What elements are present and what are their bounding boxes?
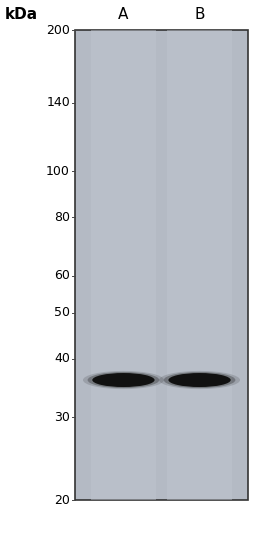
Text: 60: 60 — [54, 269, 70, 282]
Text: 20: 20 — [54, 494, 70, 506]
Text: kDa: kDa — [5, 7, 38, 22]
Text: 100: 100 — [46, 165, 70, 178]
Ellipse shape — [83, 371, 164, 389]
Bar — [167, 30, 232, 500]
Text: B: B — [194, 7, 205, 22]
Bar — [91, 30, 156, 500]
Ellipse shape — [168, 373, 231, 387]
Text: 50: 50 — [54, 306, 70, 319]
Text: 140: 140 — [46, 96, 70, 109]
Ellipse shape — [92, 373, 155, 387]
Ellipse shape — [164, 372, 235, 388]
Text: 30: 30 — [54, 411, 70, 424]
Text: 200: 200 — [46, 23, 70, 36]
Text: A: A — [118, 7, 129, 22]
Text: 80: 80 — [54, 211, 70, 223]
Ellipse shape — [159, 371, 240, 389]
Ellipse shape — [88, 372, 159, 388]
Bar — [75, 30, 248, 500]
Text: 40: 40 — [54, 352, 70, 365]
